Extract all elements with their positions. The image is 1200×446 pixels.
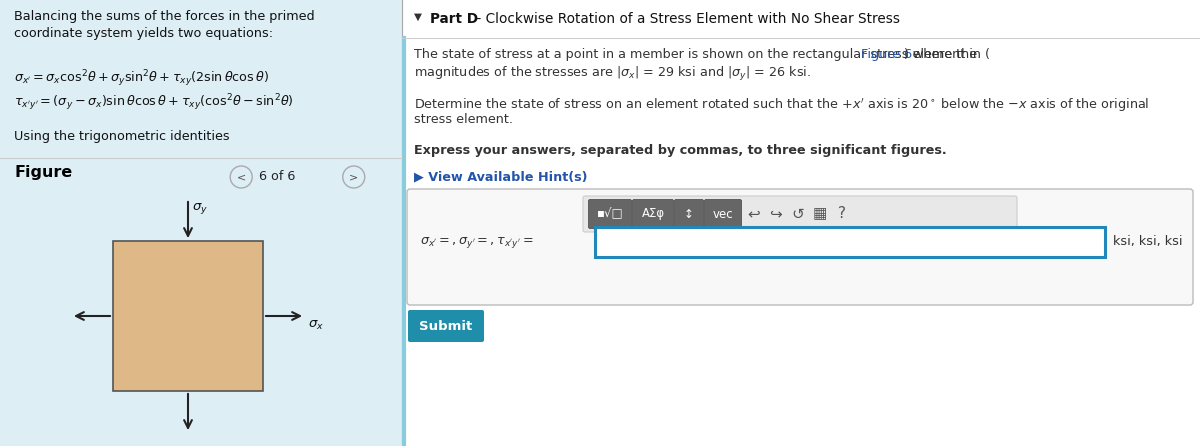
Text: $\sigma_{x'} =, \sigma_{y'} =, \tau_{x'y'} =$: $\sigma_{x'} =, \sigma_{y'} =, \tau_{x'y… [420,235,534,249]
Text: Balancing the sums of the forces in the primed
coordinate system yields two equa: Balancing the sums of the forces in the … [14,10,314,40]
FancyBboxPatch shape [704,199,742,228]
Text: $\sigma_y$: $\sigma_y$ [192,201,208,216]
Text: >: > [349,172,359,182]
Text: ↕: ↕ [684,207,694,220]
Text: Part D: Part D [430,12,478,26]
Text: The state of stress at a point in a member is shown on the rectangular stress el: The state of stress at a point in a memb… [414,48,990,61]
Text: $\sigma_{x'} = \sigma_x \cos^2\!\theta + \sigma_y \sin^2\!\theta + \tau_{xy}(2\s: $\sigma_{x'} = \sigma_x \cos^2\!\theta +… [14,68,269,89]
Text: Figure 6: Figure 6 [860,48,912,61]
Text: ?: ? [838,206,846,222]
FancyBboxPatch shape [632,199,673,228]
FancyBboxPatch shape [583,196,1018,232]
Text: Figure: Figure [14,165,72,180]
FancyBboxPatch shape [674,199,703,228]
FancyBboxPatch shape [408,310,484,342]
Text: Submit: Submit [419,319,473,333]
Text: ↩: ↩ [748,206,761,222]
Bar [113,241,263,391]
Text: ▶ View Available Hint(s): ▶ View Available Hint(s) [414,170,588,183]
Bar [0,0,402,446]
Text: <: < [236,172,246,182]
Text: magnitudes of the stresses are $|\sigma_x|$ = 29 ksi and $|\sigma_y|$ = 26 ksi.: magnitudes of the stresses are $|\sigma_… [414,65,811,83]
Text: ↺: ↺ [792,206,804,222]
Text: ksi, ksi, ksi: ksi, ksi, ksi [1114,235,1182,248]
Text: ) where the: ) where the [904,48,977,61]
Text: vec: vec [713,207,733,220]
Text: $\tau_{x'y'} = (\sigma_y - \sigma_x)\sin\theta\cos\theta + \tau_{xy}(\cos^2\!\th: $\tau_{x'y'} = (\sigma_y - \sigma_x)\sin… [14,92,294,112]
Text: ▼: ▼ [414,12,422,22]
Text: Express your answers, separated by commas, to three significant figures.: Express your answers, separated by comma… [414,144,947,157]
FancyBboxPatch shape [588,199,631,228]
Text: Using the trigonometric identities: Using the trigonometric identities [14,130,229,143]
Text: - Clockwise Rotation of a Stress Element with No Shear Stress: - Clockwise Rotation of a Stress Element… [472,12,900,26]
Bar [595,227,1105,257]
Text: 6 of 6: 6 of 6 [259,170,295,183]
Text: ↪: ↪ [769,206,782,222]
Text: stress element.: stress element. [414,113,514,126]
FancyBboxPatch shape [407,189,1193,305]
Text: ▪√□: ▪√□ [596,207,623,220]
Text: Determine the state of stress on an element rotated such that the $+x'$ axis is : Determine the state of stress on an elem… [414,96,1150,113]
Text: ▦: ▦ [812,206,827,222]
Text: ΑΣφ: ΑΣφ [642,207,665,220]
Text: $\sigma_x$: $\sigma_x$ [308,319,324,332]
